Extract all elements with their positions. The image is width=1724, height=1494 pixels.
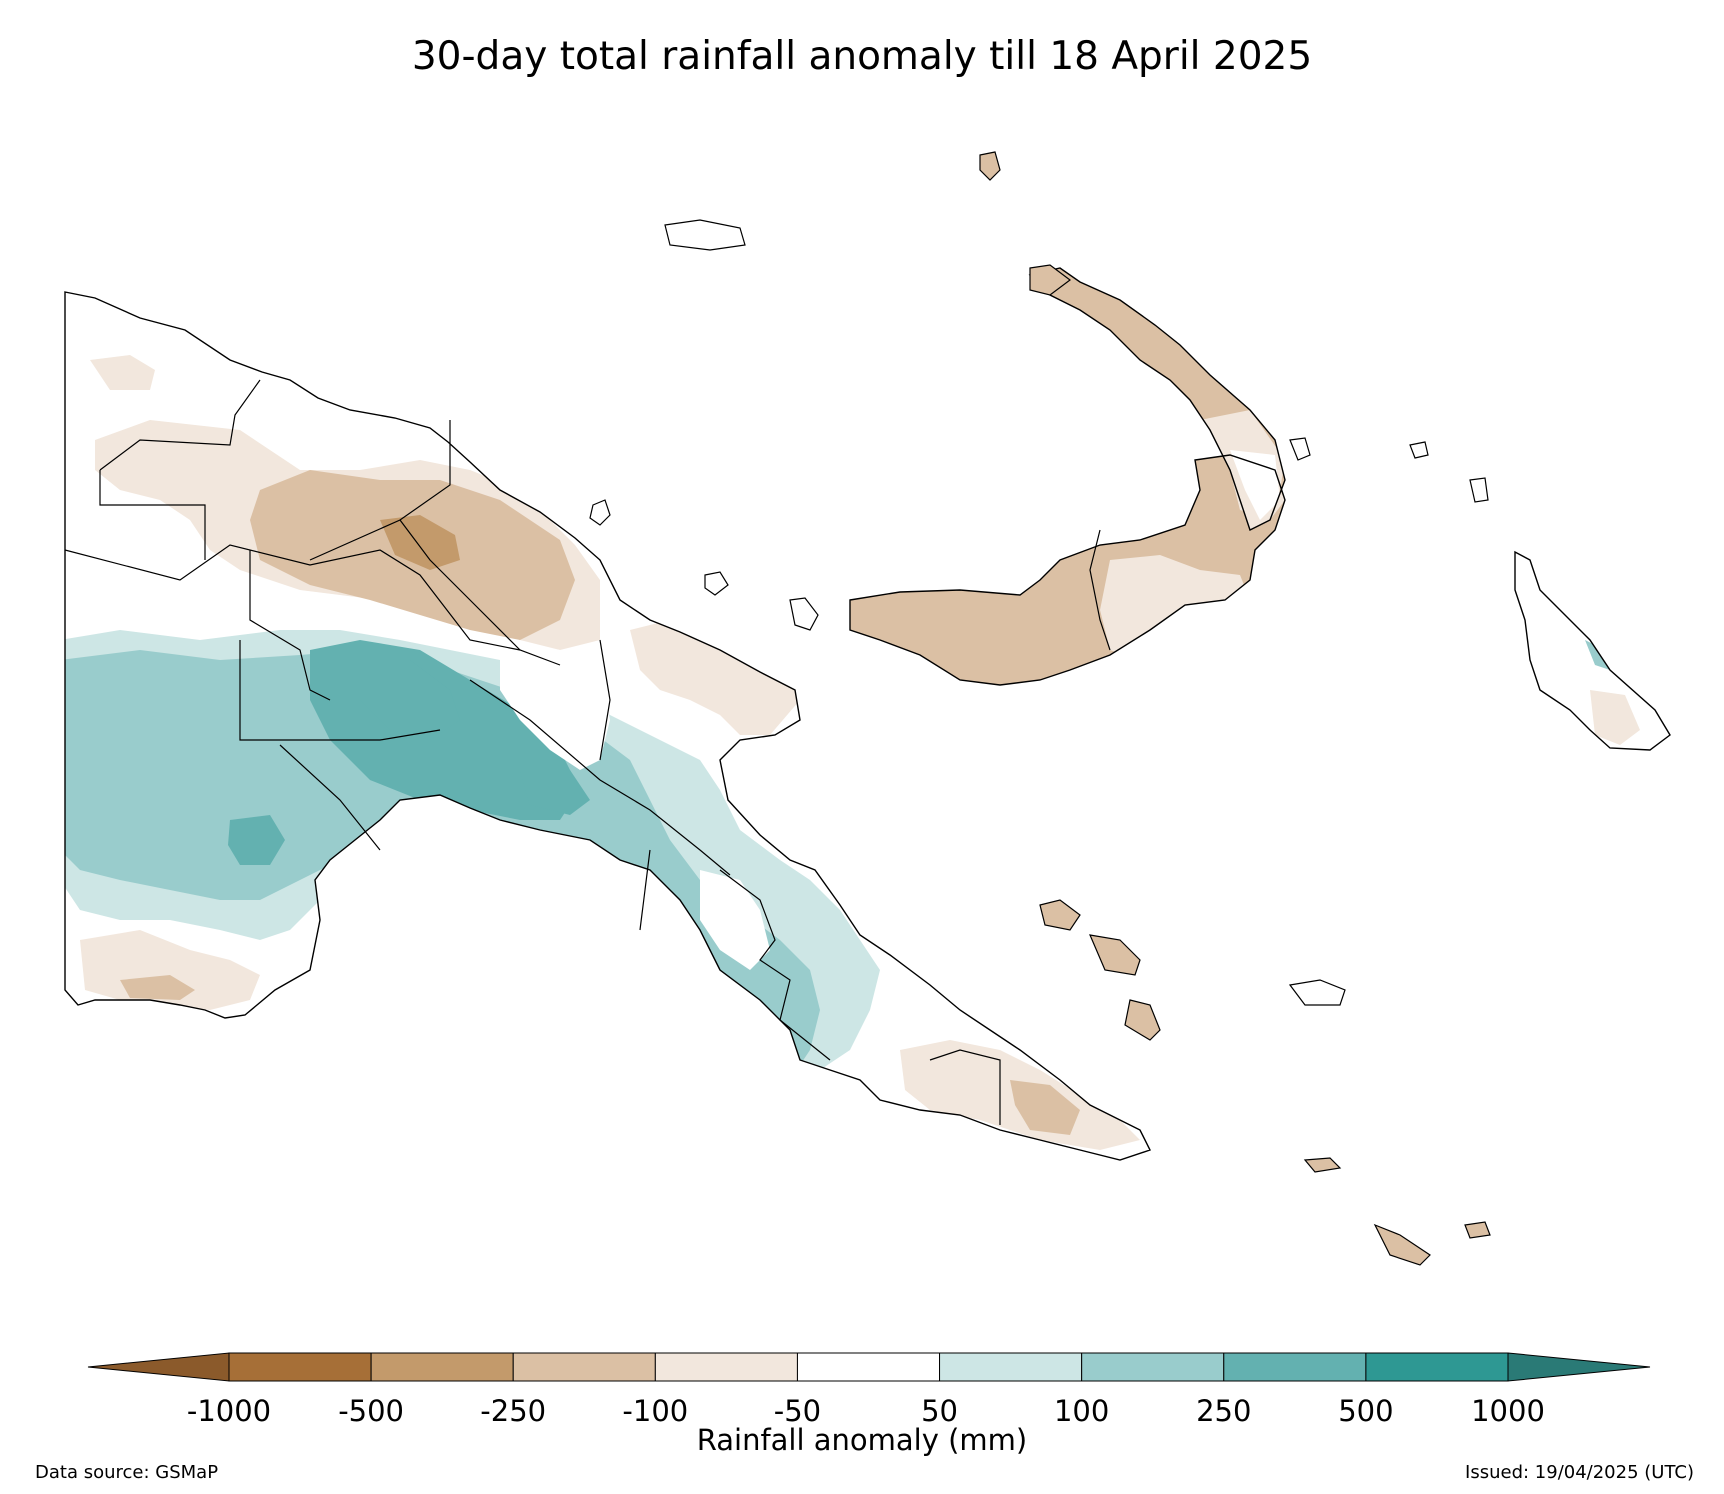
- small-islands: [589, 151, 1491, 1266]
- coastlines: [64, 267, 1671, 1161]
- colorbar-extend-low: [87, 1352, 230, 1382]
- colorbar-segment: [228, 1352, 372, 1382]
- new-britain-anomaly-shading: [850, 455, 1285, 685]
- colorbar-tick-label: -500: [338, 1394, 405, 1428]
- colorbar-segment: [1365, 1352, 1509, 1382]
- colorbar-label: Rainfall anomaly (mm): [696, 1423, 1028, 1457]
- issued-date-text: Issued: 19/04/2025 (UTC): [1465, 1462, 1694, 1483]
- colorbar-tick-label: -100: [622, 1394, 689, 1428]
- colorbar-tick-label: -50: [773, 1394, 822, 1428]
- new-ireland-anomaly-shading: [1030, 268, 1285, 530]
- colorbar-segment: [796, 1352, 941, 1382]
- province-boundaries: [64, 379, 1111, 1125]
- data-source-text: Data source: GSMaP: [35, 1462, 219, 1483]
- colorbar-tick-label: 250: [1196, 1394, 1252, 1428]
- colorbar-segment: [1081, 1352, 1225, 1382]
- colorbar-tick-label: 100: [1053, 1394, 1110, 1428]
- rainfall-anomaly-map: [64, 151, 1671, 1266]
- colorbar-extend-high: [1507, 1352, 1651, 1382]
- colorbar-segment: [1223, 1352, 1367, 1382]
- colorbar-tick-label: 500: [1338, 1394, 1394, 1428]
- colorbar: [87, 1352, 1651, 1382]
- colorbar-tick-label: -1000: [186, 1394, 272, 1428]
- colorbar-segment: [512, 1352, 656, 1382]
- bougainville-anomaly-shading: [1515, 552, 1670, 750]
- colorbar-segment: [939, 1352, 1083, 1382]
- map-title: 30-day total rainfall anomaly till 18 Ap…: [411, 34, 1313, 79]
- colorbar-tick-label: 1000: [1471, 1394, 1545, 1428]
- colorbar-tick-label: 50: [921, 1394, 958, 1428]
- colorbar-tick-label: -250: [480, 1394, 547, 1428]
- colorbar-segment: [370, 1352, 514, 1382]
- colorbar-segment: [654, 1352, 798, 1382]
